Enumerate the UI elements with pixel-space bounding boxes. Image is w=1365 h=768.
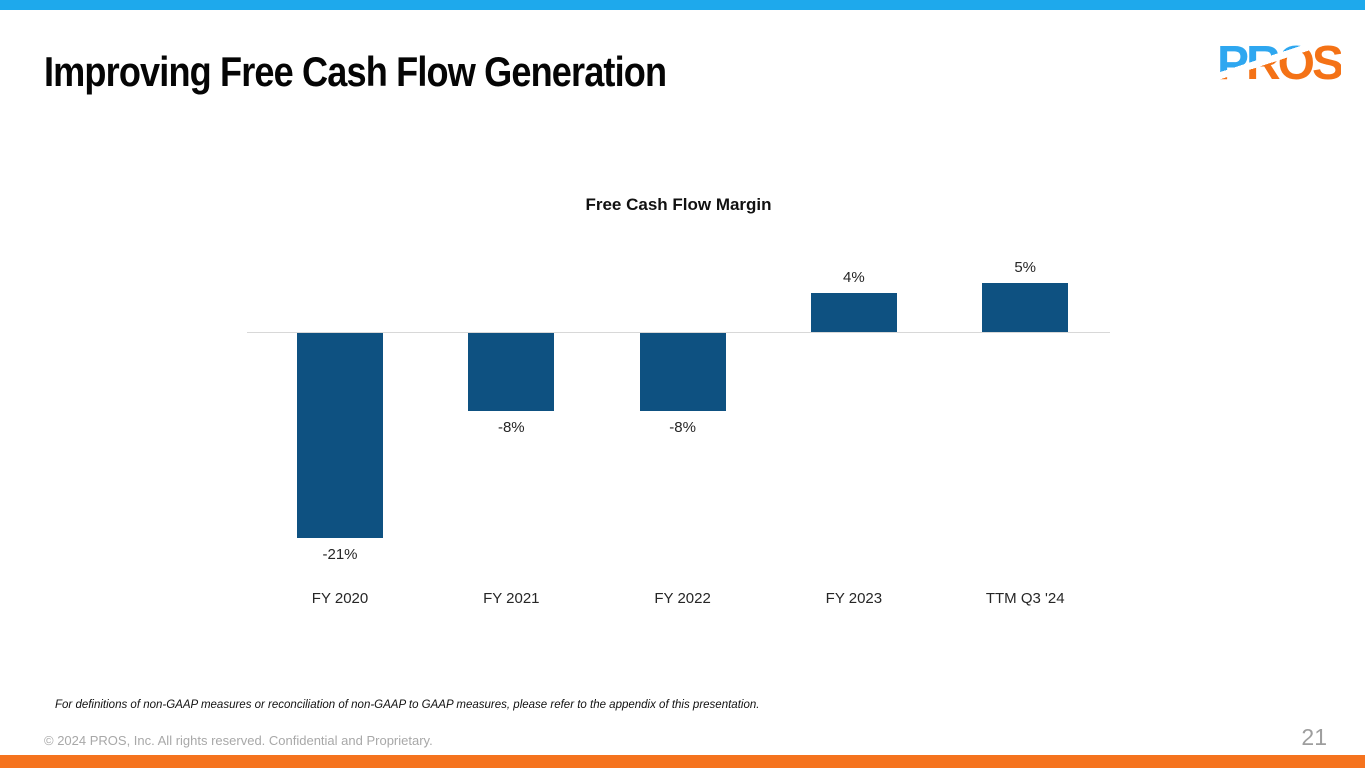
- chart-title: Free Cash Flow Margin: [585, 195, 772, 214]
- top-accent-bar: [0, 0, 1365, 10]
- bar-fy-2020: [297, 333, 383, 539]
- bar-fy-2022: [639, 333, 726, 412]
- copyright-text: © 2024 PROS, Inc. All rights reserved. C…: [44, 733, 433, 748]
- category-label: TTM Q3 '24: [985, 590, 1065, 607]
- bar-fy-2023: [810, 292, 897, 332]
- pros-logo: PROS: [1181, 38, 1344, 90]
- free-cash-flow-chart: Free Cash Flow Margin -21% FY 2020 -8% FY 2…: [247, 190, 1110, 620]
- data-label: 4%: [843, 268, 865, 286]
- data-label: -8%: [669, 419, 696, 437]
- category-label: FY 2022: [654, 590, 711, 607]
- category-label: FY 2023: [825, 590, 883, 607]
- data-label: -21%: [322, 546, 358, 564]
- category-label: FY 2021: [483, 590, 540, 607]
- bar-ttm-q3-24: [982, 283, 1069, 332]
- footnote: For definitions of non-GAAP measures or …: [55, 699, 760, 711]
- bottom-accent-bar: [0, 755, 1365, 768]
- slide-title: Improving Free Cash Flow Generation: [44, 48, 667, 95]
- category-label: FY 2020: [311, 590, 369, 607]
- page-number: 21: [1301, 724, 1327, 750]
- bar-fy-2021: [468, 333, 555, 412]
- data-label: -8%: [497, 419, 525, 437]
- zero-axis-line: [247, 332, 1110, 333]
- data-label: 5%: [1014, 259, 1037, 277]
